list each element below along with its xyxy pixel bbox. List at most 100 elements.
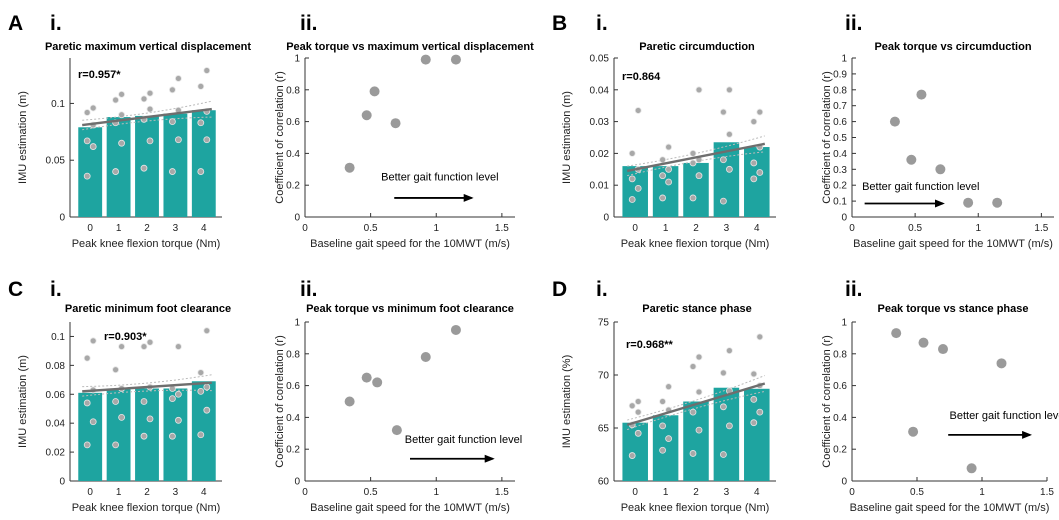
data-point [659, 156, 666, 164]
data-point [174, 390, 182, 398]
data-point [720, 403, 727, 411]
chart-A-ii: ii. Peak torque vs maximum vertical displ… [274, 12, 534, 250]
y-tick-label: 0.8 [833, 349, 847, 360]
x-axis-label: Peak knee flexion torque (Nm) [621, 238, 770, 250]
fit-line [626, 382, 766, 426]
data-point [689, 450, 697, 457]
y-axis-label: Coefficient of correlation (r) [821, 335, 833, 467]
scatter-point [420, 54, 431, 65]
data-point [174, 136, 182, 144]
y-axis-label: IMU estimation (%) [561, 355, 573, 449]
scatter-point [916, 89, 927, 100]
data-point [203, 136, 211, 144]
data-point [174, 343, 182, 350]
bar-4 [744, 147, 770, 217]
y-axis-label: Coefficient of correlation (r) [274, 335, 286, 467]
chart-title: Peak torque vs stance phase [877, 303, 1028, 315]
data-point [665, 178, 672, 186]
data-point [689, 363, 697, 370]
scatter-point [966, 463, 977, 474]
data-point [118, 139, 125, 147]
correlation-label: r=0.864 [622, 71, 661, 83]
data-point [695, 388, 703, 396]
data-point [665, 383, 672, 391]
scatter-point [391, 425, 402, 436]
y-tick-label: 0 [841, 477, 847, 488]
y-tick-label: 0.05 [46, 156, 66, 167]
data-point [689, 408, 697, 416]
data-point [83, 172, 91, 180]
y-tick-label: 0 [294, 213, 300, 224]
data-point [726, 165, 733, 173]
y-tick-label: 0.08 [46, 361, 66, 372]
data-point [750, 370, 758, 378]
data-point [112, 441, 119, 449]
data-point [197, 82, 205, 90]
y-tick-label: 0.1 [833, 197, 847, 208]
annotation-text: Better gait function level [862, 181, 979, 193]
data-point [628, 402, 636, 410]
x-tick-label: 0 [632, 223, 638, 234]
y-tick-label: 0 [59, 213, 65, 224]
fit-lower-bound [82, 116, 212, 131]
scatter-point [918, 337, 929, 348]
x-tick-label: 0 [849, 223, 855, 234]
data-point [634, 184, 642, 192]
data-point [118, 90, 125, 98]
bar-3 [713, 387, 740, 481]
scatter-point [361, 110, 372, 121]
data-point [168, 168, 176, 175]
y-tick-label: 70 [598, 371, 610, 382]
x-tick-label: 1 [663, 487, 669, 498]
data-point [634, 429, 642, 437]
panel-letter: A [8, 12, 23, 35]
bar-1 [652, 166, 679, 217]
x-tick-label: 1 [433, 487, 439, 498]
chart-title: Peak torque vs maximum vertical displace… [286, 41, 534, 53]
data-point [146, 89, 154, 97]
x-tick-label: 0.5 [908, 223, 922, 234]
y-tick-label: 0 [841, 213, 847, 224]
bar-0 [78, 127, 103, 217]
data-point [83, 399, 91, 407]
x-tick-label: 0 [87, 487, 93, 498]
correlation-label: r=0.903* [104, 331, 147, 343]
x-tick-label: 4 [754, 223, 760, 234]
scatter-point [344, 396, 355, 407]
y-tick-label: 0.03 [590, 117, 610, 128]
scatter-point [450, 324, 461, 335]
y-tick-label: 0.1 [51, 99, 65, 110]
x-tick-label: 3 [173, 223, 179, 234]
x-tick-label: 3 [173, 487, 179, 498]
x-tick-label: 4 [201, 223, 207, 234]
fit-lower-bound [82, 389, 212, 397]
subpanel-label: i. [50, 278, 62, 301]
data-point [750, 159, 758, 167]
fit-upper-bound [627, 375, 765, 421]
x-axis-label: Peak knee flexion torque (Nm) [72, 238, 221, 250]
fit-line [82, 381, 212, 393]
x-tick-label: 2 [693, 223, 699, 234]
fit-lower-bound [627, 151, 765, 177]
data-point [168, 118, 176, 125]
data-point [140, 343, 148, 350]
data-point [197, 431, 205, 439]
data-point [695, 426, 703, 434]
data-point [659, 172, 666, 180]
data-point [726, 86, 733, 94]
bar-4 [744, 388, 770, 481]
y-axis-label: IMU estimation (m) [17, 91, 29, 184]
fit-lower-bound [627, 390, 765, 431]
y-tick-label: 65 [598, 424, 610, 435]
data-point [146, 137, 154, 145]
y-tick-label: 0.01 [590, 181, 610, 192]
y-tick-label: 1 [294, 318, 300, 329]
bar-3 [713, 142, 740, 217]
y-tick-label: 0.4 [833, 413, 847, 424]
data-point [756, 169, 764, 176]
fit-line [82, 107, 212, 127]
scatter-point [963, 197, 974, 208]
y-tick-label: 0.3 [833, 165, 847, 176]
y-tick-label: 0.6 [286, 117, 300, 128]
